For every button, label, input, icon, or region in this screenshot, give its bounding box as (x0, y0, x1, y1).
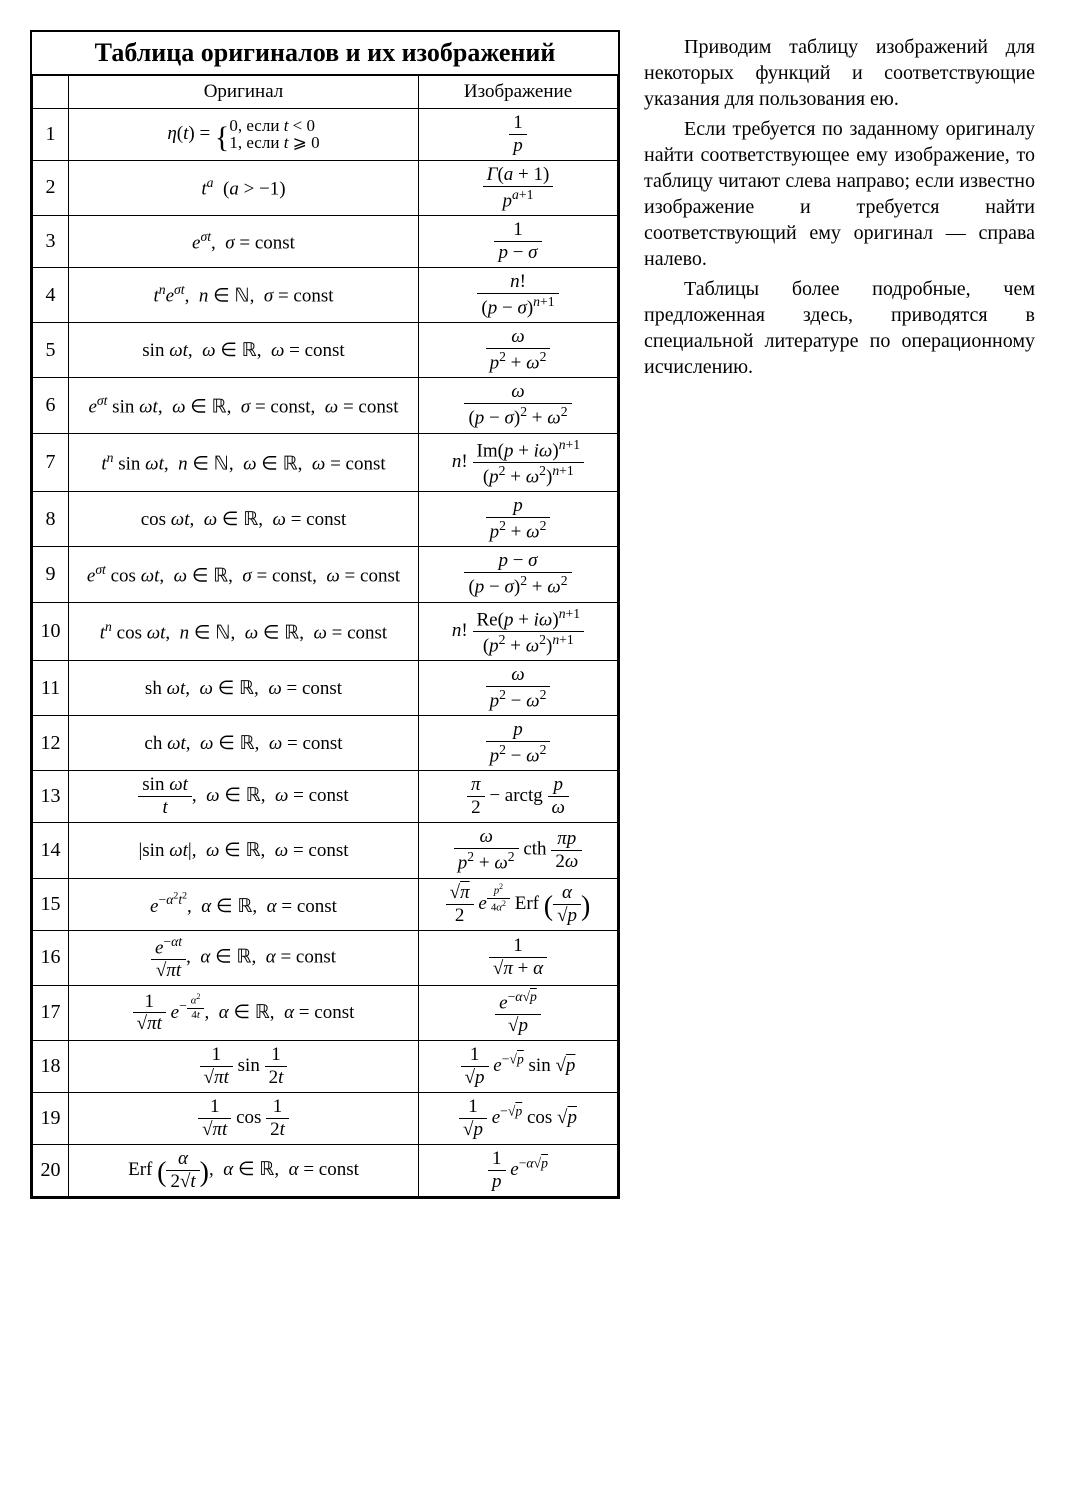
laplace-table: Оригинал Изображение 1 η(t) = {0, если t… (32, 75, 618, 1197)
table-row: 9 eσt cos ωt, ω ∈ ℝ, σ = const, ω = cons… (33, 547, 618, 602)
row-num: 13 (33, 771, 69, 823)
row-image: pp2 + ω2 (419, 492, 618, 547)
row-num: 3 (33, 216, 69, 268)
row-original: sin ωt, ω ∈ ℝ, ω = const (69, 323, 419, 378)
paragraph: Приводим таблицу изображений для некотор… (644, 34, 1035, 112)
row-original: η(t) = {0, если t < 01, если t ⩾ 0 (69, 109, 419, 161)
row-image: n! Re(p + iω)n+1(p2 + ω2)n+1 (419, 602, 618, 661)
row-image: e−α√p√p (419, 985, 618, 1040)
row-num: 10 (33, 602, 69, 661)
table-row: 16 e−αt√πt, α ∈ ℝ, α = const 1√π + α (33, 930, 618, 985)
table-container: Таблица оригиналов и их изображений Ориг… (30, 30, 620, 1199)
table-row: 20 Erf (α2√t), α ∈ ℝ, α = const 1p e−α√p (33, 1144, 618, 1196)
row-image: ω(p − σ)2 + ω2 (419, 378, 618, 433)
table-row: 13 sin ωtt, ω ∈ ℝ, ω = const π2 − arctg … (33, 771, 618, 823)
table-row: 8 cos ωt, ω ∈ ℝ, ω = const pp2 + ω2 (33, 492, 618, 547)
table-row: 10 tn cos ωt, n ∈ ℕ, ω ∈ ℝ, ω = const n!… (33, 602, 618, 661)
row-num: 11 (33, 661, 69, 716)
row-num: 16 (33, 930, 69, 985)
row-num: 4 (33, 267, 69, 322)
table-row: 12 ch ωt, ω ∈ ℝ, ω = const pp2 − ω2 (33, 716, 618, 771)
row-num: 19 (33, 1092, 69, 1144)
row-original: cos ωt, ω ∈ ℝ, ω = const (69, 492, 419, 547)
row-image: √π2 ep24α2 Erf (α√p) (419, 878, 618, 930)
table-row: 5 sin ωt, ω ∈ ℝ, ω = const ωp2 + ω2 (33, 323, 618, 378)
row-image: 1√π + α (419, 930, 618, 985)
row-original: eσt cos ωt, ω ∈ ℝ, σ = const, ω = const (69, 547, 419, 602)
row-image: p − σ(p − σ)2 + ω2 (419, 547, 618, 602)
row-original: eσt, σ = const (69, 216, 419, 268)
row-original: |sin ωt|, ω ∈ ℝ, ω = const (69, 823, 419, 878)
table-row: 17 1√πt e−α24t, α ∈ ℝ, α = const e−α√p√p (33, 985, 618, 1040)
paragraph: Если требуется по заданному оригиналу на… (644, 116, 1035, 272)
table-row: 19 1√πt cos 12t 1√p e−√p cos √p (33, 1092, 618, 1144)
table-row: 3 eσt, σ = const 1p − σ (33, 216, 618, 268)
row-num: 12 (33, 716, 69, 771)
row-num: 17 (33, 985, 69, 1040)
col-num-header (33, 76, 69, 109)
col-image-header: Изображение (419, 76, 618, 109)
table-row: 14 |sin ωt|, ω ∈ ℝ, ω = const ωp2 + ω2 c… (33, 823, 618, 878)
row-num: 14 (33, 823, 69, 878)
row-original: ta (a > −1) (69, 160, 419, 215)
row-image: π2 − arctg pω (419, 771, 618, 823)
row-num: 18 (33, 1041, 69, 1093)
row-num: 2 (33, 160, 69, 215)
row-image: ωp2 + ω2 (419, 323, 618, 378)
table-row: 18 1√πt sin 12t 1√p e−√p sin √p (33, 1041, 618, 1093)
col-original-header: Оригинал (69, 76, 419, 109)
row-num: 15 (33, 878, 69, 930)
table-row: 6 eσt sin ωt, ω ∈ ℝ, σ = const, ω = cons… (33, 378, 618, 433)
row-original: Erf (α2√t), α ∈ ℝ, α = const (69, 1144, 419, 1196)
row-num: 1 (33, 109, 69, 161)
row-num: 9 (33, 547, 69, 602)
row-image: n!(p − σ)n+1 (419, 267, 618, 322)
row-image: 1p e−α√p (419, 1144, 618, 1196)
row-num: 7 (33, 433, 69, 492)
row-original: e−αt√πt, α ∈ ℝ, α = const (69, 930, 419, 985)
row-num: 20 (33, 1144, 69, 1196)
row-original: ch ωt, ω ∈ ℝ, ω = const (69, 716, 419, 771)
page: Таблица оригиналов и их изображений Ориг… (30, 30, 1035, 1199)
paragraph: Таблицы более подробные, чем предложенна… (644, 276, 1035, 380)
side-text: Приводим таблицу изображений для некотор… (644, 30, 1035, 384)
row-original: 1√πt sin 12t (69, 1041, 419, 1093)
row-image: n! Im(p + iω)n+1(p2 + ω2)n+1 (419, 433, 618, 492)
row-num: 6 (33, 378, 69, 433)
row-original: e−α2t2, α ∈ ℝ, α = const (69, 878, 419, 930)
table-row: 7 tn sin ωt, n ∈ ℕ, ω ∈ ℝ, ω = const n! … (33, 433, 618, 492)
row-original: tn sin ωt, n ∈ ℕ, ω ∈ ℝ, ω = const (69, 433, 419, 492)
table-row: 1 η(t) = {0, если t < 01, если t ⩾ 0 1p (33, 109, 618, 161)
table-row: 2 ta (a > −1) Γ(a + 1)pa+1 (33, 160, 618, 215)
row-original: sh ωt, ω ∈ ℝ, ω = const (69, 661, 419, 716)
row-original: 1√πt cos 12t (69, 1092, 419, 1144)
row-image: 1p − σ (419, 216, 618, 268)
row-image: 1√p e−√p cos √p (419, 1092, 618, 1144)
row-image: ωp2 + ω2 cth πp2ω (419, 823, 618, 878)
row-original: tn cos ωt, n ∈ ℕ, ω ∈ ℝ, ω = const (69, 602, 419, 661)
row-original: tneσt, n ∈ ℕ, σ = const (69, 267, 419, 322)
table-row: 11 sh ωt, ω ∈ ℝ, ω = const ωp2 − ω2 (33, 661, 618, 716)
row-image: pp2 − ω2 (419, 716, 618, 771)
row-num: 8 (33, 492, 69, 547)
row-original: 1√πt e−α24t, α ∈ ℝ, α = const (69, 985, 419, 1040)
row-image: ωp2 − ω2 (419, 661, 618, 716)
row-original: eσt sin ωt, ω ∈ ℝ, σ = const, ω = const (69, 378, 419, 433)
header-row: Оригинал Изображение (33, 76, 618, 109)
row-original: sin ωtt, ω ∈ ℝ, ω = const (69, 771, 419, 823)
row-image: Γ(a + 1)pa+1 (419, 160, 618, 215)
table-title: Таблица оригиналов и их изображений (32, 32, 618, 75)
table-row: 4 tneσt, n ∈ ℕ, σ = const n!(p − σ)n+1 (33, 267, 618, 322)
row-image: 1√p e−√p sin √p (419, 1041, 618, 1093)
row-image: 1p (419, 109, 618, 161)
row-num: 5 (33, 323, 69, 378)
table-row: 15 e−α2t2, α ∈ ℝ, α = const √π2 ep24α2 E… (33, 878, 618, 930)
